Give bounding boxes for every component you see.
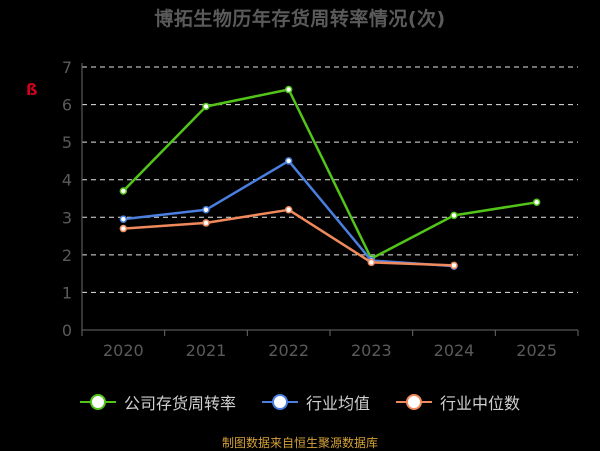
x-tick-label: 2023 [351,341,392,360]
chart-plot: 0 1 2 3 4 5 6 7 2020 2021 2022 2023 2024 2025 [62,58,579,360]
legend: 公司存货周转率 行业均值 行业中位数 [0,390,600,414]
data-point [450,211,458,220]
data-point [119,215,128,223]
series-line-0 [122,88,537,260]
y-tick-label: 4 [62,171,72,190]
series-line-2 [123,208,455,267]
data-point [284,157,293,165]
y-tick-label: 6 [62,96,72,115]
data-point [119,187,128,195]
legend-swatch-icon [396,392,432,412]
x-tick-label: 2025 [516,341,557,360]
data-point [202,102,210,111]
y-tick-label: 1 [62,283,72,302]
x-tick-label: 2021 [186,341,227,360]
data-point [119,224,128,233]
y-tick-label: 0 [62,321,72,340]
x-tick-label: 2020 [103,341,144,360]
chart-title: 博拓生物历年存货周转率情况(次) [154,8,446,30]
legend-swatch-icon [261,392,298,412]
data-point [367,258,376,267]
y-tick-label: 5 [62,133,72,152]
data-point [284,85,293,94]
y-tick-label: 2 [62,246,72,265]
data-point [532,198,541,207]
brand-mark-icon: ß [26,80,38,99]
y-tick-label: 3 [62,208,72,227]
x-tick-label: 2022 [268,341,309,360]
legend-item-company[interactable]: 公司存货周转率 [79,390,236,414]
legend-label: 行业中位数 [440,394,521,413]
data-source: 制图数据来自恒生聚源数据库 [221,436,378,450]
data-point [202,206,210,214]
legend-swatch-icon [79,392,116,412]
data-point [450,261,458,270]
legend-label: 公司存货周转率 [123,394,236,413]
legend-item-industry-median[interactable]: 行业中位数 [396,390,520,414]
data-point [284,206,293,214]
data-point [202,219,210,227]
legend-label: 行业均值 [305,394,370,413]
legend-item-industry-mean[interactable]: 行业均值 [261,390,370,414]
x-tick-label: 2024 [434,341,475,360]
y-tick-label: 7 [62,58,72,77]
